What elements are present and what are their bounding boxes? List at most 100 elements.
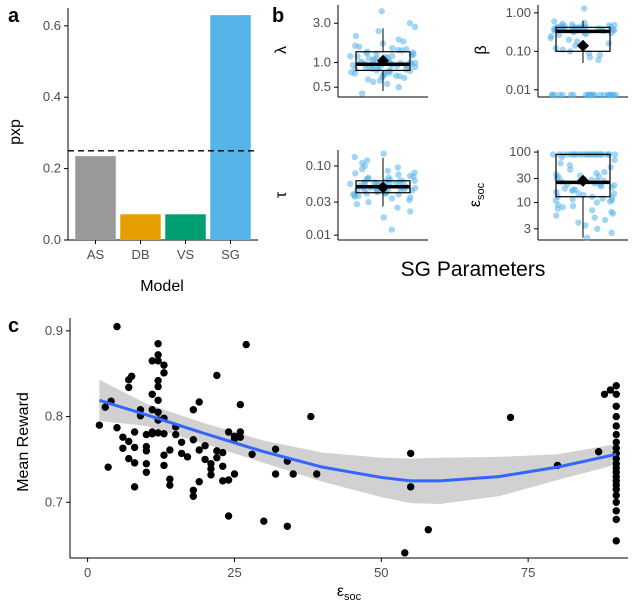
panel-c-point: [248, 450, 256, 458]
panel-b-eps_soc-point: [591, 214, 598, 221]
panel-c-point: [177, 449, 186, 458]
panel-c-point: [207, 471, 215, 479]
panel-b-lambda-point: [347, 53, 354, 60]
panel-c-point: [219, 477, 227, 485]
panel-b-lambda-point: [364, 76, 372, 83]
panel-c-point: [224, 512, 233, 520]
panel-c-point: [101, 403, 109, 411]
panel-b-beta-point: [581, 5, 588, 12]
panel-c-point: [600, 390, 609, 398]
panel-b-beta-point: [565, 36, 573, 43]
panel-b-lambda-point: [411, 59, 419, 67]
panel-b-beta-point: [600, 91, 608, 99]
panel-c-point: [424, 526, 432, 534]
panel-c-point: [207, 465, 215, 473]
panel-b-eps_soc-point: [608, 229, 615, 237]
panel-b-lambda-point: [386, 69, 393, 76]
panel-c-confidence-band: [99, 379, 617, 504]
panel-b-eps_soc-point: [611, 182, 618, 189]
panel-b-lambda-point: [411, 23, 419, 31]
panel-b-eps_soc-mean-marker: [577, 174, 589, 187]
panel-b-beta-point: [606, 91, 613, 99]
panel-b-eps_soc-box: [555, 153, 611, 198]
panel-b-beta-y-tick-label: 1.00: [506, 5, 531, 20]
panel-b-tau-point: [350, 191, 357, 198]
panel-b-lambda-y-tick-label: 1.0: [313, 54, 331, 69]
panel-c-point: [130, 443, 139, 452]
panel-b-tau-y-tick-label: 0.10: [306, 158, 331, 173]
panel-c-point: [195, 446, 203, 454]
panel-b-eps_soc-point: [588, 207, 596, 214]
panel-c-point: [406, 483, 415, 491]
panel-c-point: [612, 485, 620, 494]
panel-b-subplot-tau: 0.01 0.03 0.10 τ: [273, 150, 428, 242]
panel-b-group-label: SG Parameters: [401, 258, 546, 281]
panel-c-point: [612, 507, 620, 515]
panel-c-point: [160, 369, 168, 377]
panel-b-tau-point: [394, 204, 401, 211]
panel-c-point: [612, 498, 620, 506]
panel-c-point: [219, 448, 227, 457]
panel-c-point: [401, 549, 409, 557]
panel-b-eps_soc-y-tick-label: 30: [517, 170, 531, 185]
panel-b-tau-point: [365, 174, 372, 182]
panel-b-lambda-point: [379, 74, 386, 81]
panel-b-tau-point: [351, 153, 358, 161]
panel-c-point: [236, 400, 245, 409]
panel-c-point: [172, 430, 180, 439]
panel-c-x-tick-label: 75: [521, 565, 535, 580]
panel-b-eps_soc-y-label: εsoc: [467, 182, 487, 207]
panel-b-beta-point: [559, 46, 566, 53]
panel-b-eps_soc-point: [594, 225, 601, 233]
panel-c-point: [236, 433, 245, 441]
panel-b-tau-point: [406, 172, 414, 180]
panel-b-tau-point: [395, 191, 402, 198]
panel-b-tau-point: [411, 177, 418, 184]
panel-a-bar-as: [75, 156, 116, 240]
panel-b-beta-point: [556, 91, 563, 99]
panel-b-beta-point: [582, 23, 589, 30]
panel-c-point: [160, 451, 168, 459]
panel-b-lambda-y-tick-label: 3.0: [313, 15, 331, 30]
panel-c-point: [189, 486, 198, 494]
panel-c-point: [612, 491, 620, 500]
panel-c-point: [612, 430, 620, 439]
panel-c-point: [213, 447, 221, 455]
panel-b-eps_soc-point: [552, 197, 559, 204]
panel-c-point: [289, 470, 297, 478]
panel-b-beta-point: [548, 91, 556, 99]
panel-b-tau-point: [411, 169, 418, 176]
panel-c-point: [195, 398, 203, 406]
panel-c-point: [612, 382, 620, 390]
panel-b-eps_soc-point: [610, 190, 618, 197]
panel-b-lambda-point: [375, 28, 382, 35]
panel-c-point: [166, 475, 174, 483]
panel-c-point: [213, 454, 221, 462]
panel-label-a: a: [8, 5, 20, 27]
panel-b-subplot-beta: 0.01 0.10 1.00 β: [473, 5, 628, 99]
panel-b-lambda-mean-marker: [377, 54, 389, 67]
panel-b-lambda-y-label: λ: [273, 46, 290, 54]
panel-c-point: [242, 340, 250, 349]
panel-c-point: [271, 470, 280, 478]
panel-c-point: [142, 447, 151, 455]
panel-b-lambda-point: [395, 36, 402, 43]
panel-b-lambda-point: [365, 54, 372, 62]
panel-b-tau-mean-marker: [377, 181, 389, 194]
panel-c-point: [130, 483, 139, 491]
panel-c-point: [142, 460, 151, 468]
panel-c-point: [154, 351, 162, 359]
panel-a-x-axis-label: Model: [140, 278, 184, 295]
panel-c-x-axis-label: εsoc: [337, 583, 362, 603]
panel-c-point: [612, 454, 620, 463]
panel-a-x-tick-label: SG: [221, 247, 240, 262]
panel-c-point: [154, 396, 162, 404]
panel-c-point: [307, 412, 315, 421]
panel-c-point: [160, 361, 168, 369]
panel-b-tau-point: [406, 208, 414, 215]
panel-c-point: [113, 322, 121, 331]
panel-c-point: [312, 470, 321, 478]
panel-c-point: [260, 517, 268, 525]
panel-c-point: [612, 515, 620, 524]
